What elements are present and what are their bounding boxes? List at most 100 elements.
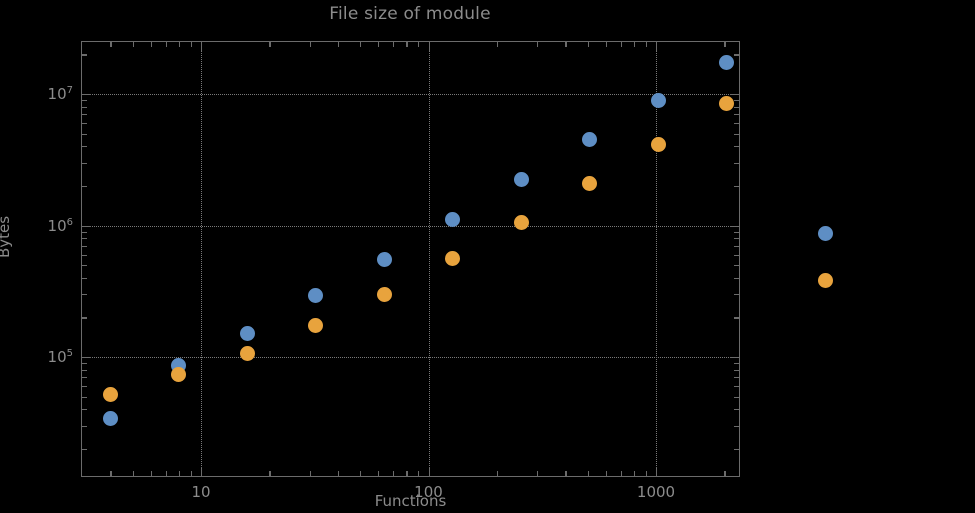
- data-point[interactable]: [582, 175, 598, 191]
- data-point[interactable]: [376, 251, 392, 267]
- y-axis-tick-minor: [82, 294, 87, 296]
- x-axis-tick-major: [428, 467, 430, 476]
- x-axis-tick-minor: [620, 471, 622, 476]
- y-axis-tick-minor: [82, 231, 87, 233]
- y-axis-tick-minor: [82, 162, 87, 164]
- data-point[interactable]: [376, 287, 392, 303]
- y-axis-tick-minor: [82, 363, 87, 365]
- gridline-vertical: [201, 42, 202, 476]
- x-axis-tick-minor: [165, 42, 167, 47]
- data-point[interactable]: [308, 287, 324, 303]
- data-point[interactable]: [719, 54, 735, 70]
- y-axis-tick-minor: [82, 185, 87, 187]
- y-axis-tick-label: 106: [47, 216, 73, 235]
- x-axis-tick-minor: [620, 42, 622, 47]
- x-axis-tick-minor: [605, 471, 607, 476]
- x-axis-tick-minor: [132, 42, 134, 47]
- x-axis-tick-minor: [190, 42, 192, 47]
- data-point[interactable]: [817, 273, 833, 288]
- x-axis-tick-minor: [309, 471, 311, 476]
- x-axis-tick-minor: [269, 471, 271, 476]
- x-axis-tick-minor: [337, 42, 340, 47]
- data-point[interactable]: [817, 225, 833, 241]
- y-axis-tick-minor: [734, 123, 739, 125]
- data-point[interactable]: [719, 95, 735, 111]
- y-axis-tick-minor: [734, 377, 739, 379]
- y-axis-tick-minor: [82, 114, 87, 116]
- gridline-vertical: [656, 42, 657, 476]
- data-point[interactable]: [650, 136, 666, 152]
- x-axis-tick-minor: [150, 42, 152, 47]
- y-axis-tick-minor: [734, 106, 739, 108]
- plot-area: 105 106 107 10 100 1000: [48, 41, 740, 501]
- data-point[interactable]: [650, 93, 666, 109]
- x-axis-tick-minor: [110, 42, 112, 47]
- x-axis-tick-minor: [633, 42, 636, 47]
- x-axis-tick-minor: [496, 42, 499, 47]
- y-axis-tick-minor: [734, 114, 739, 116]
- y-axis-tick-minor: [82, 245, 87, 247]
- data-point[interactable]: [239, 325, 255, 341]
- x-axis-tick-minor: [565, 471, 567, 476]
- x-axis-tick-minor: [406, 471, 408, 476]
- x-axis-tick-major-top: [428, 42, 430, 51]
- x-axis-tick-minor: [190, 471, 192, 476]
- y-axis-tick-minor: [734, 409, 739, 411]
- y-axis-tick-major: [82, 357, 91, 359]
- data-point[interactable]: [171, 366, 187, 382]
- y-axis-tick-minor: [82, 425, 87, 427]
- x-axis-tick-label: 1000: [636, 483, 676, 501]
- x-axis-tick-label: 100: [414, 483, 443, 501]
- x-axis-tick-major: [656, 467, 658, 476]
- x-axis-tick-minor: [393, 471, 395, 476]
- x-axis-tick-minor: [537, 471, 539, 476]
- x-axis-tick-minor: [269, 42, 271, 47]
- y-axis-tick-minor: [82, 254, 87, 256]
- y-axis-tick-minor: [734, 265, 739, 267]
- y-axis-tick-major-right: [730, 357, 739, 359]
- y-axis-tick-minor: [82, 146, 87, 148]
- data-point[interactable]: [102, 386, 118, 402]
- y-axis-tick-minor: [734, 363, 739, 365]
- data-point[interactable]: [445, 251, 461, 267]
- x-axis-tick-major-top: [656, 42, 658, 51]
- y-axis-tick-minor: [82, 386, 87, 388]
- data-point[interactable]: [445, 211, 461, 227]
- y-axis-tick-minor: [734, 396, 739, 398]
- y-axis-tick-minor: [82, 123, 87, 125]
- x-axis-title: Functions: [374, 492, 447, 510]
- y-axis-title: Bytes: [0, 215, 13, 259]
- x-axis-tick-minor: [150, 471, 152, 476]
- y-axis-tick-major-right: [730, 225, 739, 227]
- data-point[interactable]: [582, 132, 598, 148]
- y-axis-tick-minor: [82, 54, 87, 56]
- data-point[interactable]: [308, 317, 324, 333]
- y-axis-tick-minor: [734, 146, 739, 148]
- y-axis-tick-major: [82, 225, 91, 227]
- x-axis-tick-minor: [406, 42, 408, 47]
- y-axis-tick-minor: [734, 245, 739, 247]
- x-axis-tick-minor: [496, 471, 499, 476]
- x-axis-tick-minor: [587, 471, 589, 476]
- x-axis-tick-minor: [724, 471, 726, 476]
- y-axis-tick-minor: [734, 238, 739, 240]
- data-point[interactable]: [513, 172, 529, 188]
- gridline-horizontal: [82, 94, 739, 95]
- x-axis-tick-minor: [110, 471, 112, 476]
- y-axis-tick-minor: [82, 106, 87, 108]
- x-axis-tick-minor: [418, 471, 420, 476]
- gridline-horizontal: [82, 225, 739, 227]
- x-axis-tick-minor: [418, 42, 420, 47]
- y-axis-tick-minor: [734, 162, 739, 164]
- y-axis-tick-minor: [734, 448, 739, 450]
- data-point[interactable]: [102, 411, 118, 427]
- y-axis-tick-minor: [82, 396, 87, 398]
- data-point[interactable]: [239, 346, 255, 362]
- x-axis-tick-minor: [165, 471, 167, 476]
- chart-title: File size of module: [329, 4, 491, 24]
- y-axis-tick-label: 105: [47, 348, 73, 366]
- x-axis-tick-minor: [393, 42, 395, 47]
- data-point[interactable]: [513, 214, 529, 230]
- x-axis-tick-minor: [378, 471, 380, 476]
